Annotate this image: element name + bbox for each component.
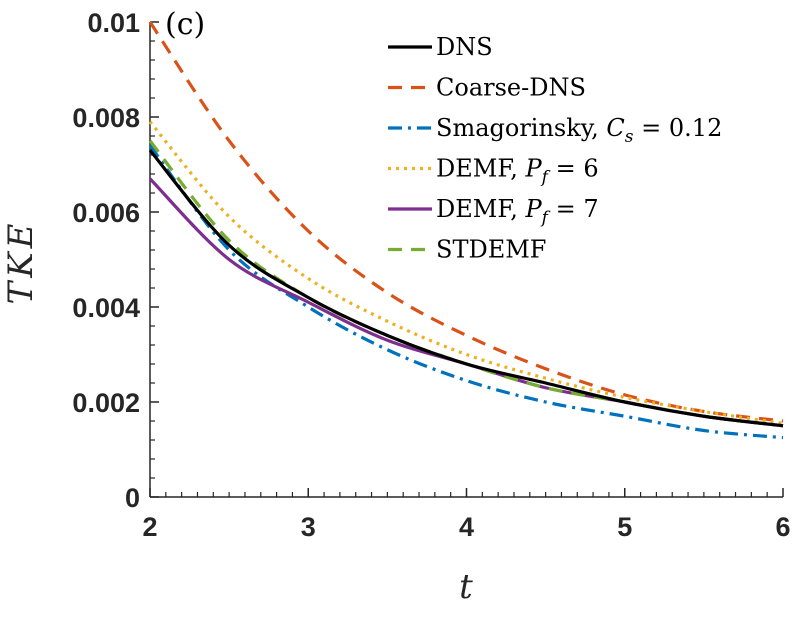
legend-entry-label: Coarse-DNS [436, 74, 586, 102]
legend-entry-label: STDEMF [436, 236, 546, 264]
legend: DNS Coarse-DNS Smagorinsky, Cs = 0.12 DEMF,… [388, 33, 722, 264]
series-line-smagorinsky-cs-0-12 [148, 144, 784, 440]
y-ticks: 0 0.002 0.004 0.006 0.008 0.01 [72, 8, 159, 513]
y-tick-label: 0.004 [72, 293, 140, 323]
series-group [148, 21, 784, 440]
x-axis-label: t [459, 567, 473, 607]
x-tick-label: 2 [142, 512, 157, 542]
x-ticks: 2 3 4 5 6 [142, 488, 791, 542]
y-axis-label: TKE [1, 220, 41, 305]
legend-entry-label: DNS [436, 33, 493, 61]
panel-label: (c) [165, 7, 205, 42]
x-tick-label: 6 [775, 512, 790, 542]
y-tick-label: 0.008 [72, 103, 140, 133]
x-tick-label: 5 [617, 512, 632, 542]
plot-area: 2 3 4 5 6 0 0.002 0.004 0.006 0.008 0.01 [72, 8, 790, 542]
series-line-stdemf [148, 139, 784, 428]
y-tick-label: 0.002 [72, 388, 140, 418]
y-tick-label: 0.006 [72, 198, 140, 228]
y-tick-label: 0 [125, 483, 140, 513]
y-tick-label: 0.01 [87, 8, 140, 38]
x-tick-label: 4 [459, 512, 474, 542]
x-tick-label: 3 [301, 512, 316, 542]
legend-entry-label: DEMF, Pf = 6 [436, 155, 599, 188]
legend-entry-label: Smagorinsky, Cs = 0.12 [436, 114, 722, 147]
series-line-dns [148, 149, 784, 428]
legend-entry-label: DEMF, Pf = 7 [436, 195, 599, 228]
